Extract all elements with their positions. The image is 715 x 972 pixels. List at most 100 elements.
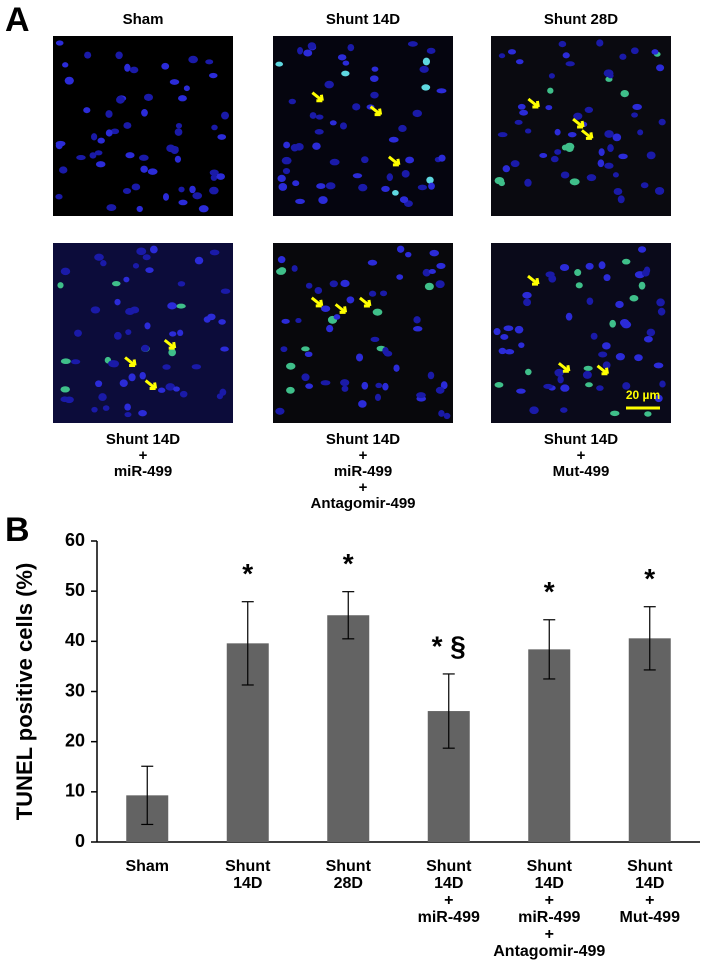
nucleus <box>177 281 186 287</box>
nucleus <box>524 128 532 134</box>
x-tick-label: Shunt <box>326 858 372 875</box>
x-tick-label: + <box>444 892 453 909</box>
nucleus <box>64 76 74 85</box>
nucleus <box>64 396 74 404</box>
nucleus <box>136 205 143 213</box>
nucleus <box>622 382 631 390</box>
arrow <box>580 129 594 140</box>
nucleus <box>198 205 209 213</box>
nucleus <box>654 394 663 403</box>
nucleus <box>399 196 409 204</box>
nucleus <box>191 364 202 370</box>
arrow <box>527 97 540 109</box>
arrow <box>334 303 348 314</box>
y-tick-label: 60 <box>65 530 85 550</box>
nucleus <box>422 57 431 66</box>
nucleus <box>494 176 505 185</box>
nucleus <box>382 346 389 355</box>
nucleus <box>413 316 421 324</box>
nucleus <box>558 40 567 48</box>
nucleus <box>654 187 665 195</box>
nucleus <box>60 386 70 393</box>
micrograph <box>273 243 453 423</box>
nucleus <box>324 81 334 89</box>
nucleus <box>280 346 288 353</box>
nucleus <box>392 190 399 196</box>
nucleus <box>108 360 118 368</box>
nucleus <box>493 328 501 336</box>
nucleus <box>116 95 125 104</box>
image-label: miR-499 <box>334 463 392 480</box>
nucleus <box>141 108 148 117</box>
nucleus <box>554 368 564 377</box>
nucleus <box>438 410 445 417</box>
nucleus <box>610 410 620 417</box>
nucleus <box>596 385 604 391</box>
x-tick-label: Shunt <box>527 858 573 875</box>
nucleus <box>90 133 98 141</box>
nucleus <box>94 253 104 261</box>
nucleus <box>220 288 231 294</box>
nucleus <box>398 124 407 133</box>
nucleus <box>396 274 404 280</box>
nucleus <box>583 365 593 371</box>
nucleus <box>178 199 188 206</box>
nucleus <box>573 112 583 120</box>
nucleus <box>174 155 182 163</box>
nucleus <box>157 387 166 393</box>
nucleus <box>114 331 122 340</box>
nucleus <box>417 184 428 191</box>
image-label: Sham <box>123 11 164 28</box>
nucleus <box>543 383 553 389</box>
image-label: Shunt 14D <box>326 11 400 28</box>
nucleus <box>435 386 445 394</box>
nucleus <box>547 87 554 94</box>
nucleus <box>55 140 66 147</box>
nucleus <box>620 318 630 327</box>
nucleus <box>55 40 64 46</box>
nucleus <box>518 342 525 348</box>
x-tick-label: 28D <box>334 875 363 892</box>
nucleus <box>110 128 120 135</box>
arrow <box>557 362 571 373</box>
nucleus <box>429 249 439 257</box>
nucleus <box>574 269 582 277</box>
nucleus <box>597 159 605 168</box>
nucleus <box>586 174 597 182</box>
nucleus <box>291 265 298 272</box>
arrow <box>527 274 540 286</box>
nucleus <box>407 41 418 47</box>
nucleus <box>194 256 204 265</box>
nucleus <box>621 258 631 265</box>
nucleus <box>590 332 598 340</box>
nucleus <box>125 152 135 159</box>
nucleus <box>178 95 187 102</box>
arrow <box>387 155 401 167</box>
nucleus <box>114 298 121 306</box>
y-tick-label: 0 <box>75 831 85 851</box>
nucleus <box>128 373 136 382</box>
nucleus <box>347 43 355 52</box>
panel-letter: A <box>5 1 30 39</box>
nucleus <box>340 279 350 288</box>
nucleus <box>59 166 68 174</box>
nucleus <box>436 262 446 269</box>
significance: * <box>544 576 555 607</box>
x-tick-label: + <box>645 892 654 909</box>
nucleus <box>603 274 611 282</box>
nucleus <box>368 290 377 297</box>
nucleus <box>427 371 435 380</box>
nucleus <box>659 380 666 388</box>
nucleus <box>424 282 434 291</box>
nucleus <box>217 134 227 140</box>
image-label: Shunt 14D <box>106 431 180 448</box>
micrograph-bg <box>53 243 233 423</box>
nucleus <box>500 334 509 340</box>
nucleus <box>100 260 107 267</box>
nucleus <box>83 107 91 114</box>
nucleus <box>211 124 218 131</box>
nucleus <box>277 256 286 264</box>
nucleus <box>443 412 451 420</box>
nucleus <box>288 98 296 105</box>
nucleus <box>119 379 128 388</box>
